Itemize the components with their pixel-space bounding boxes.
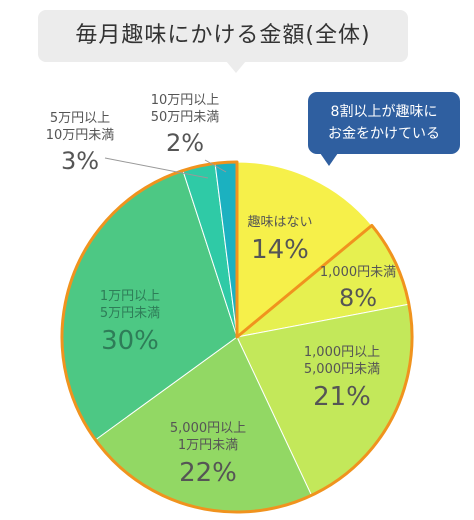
slice-label-2-line-1: 1,000円未満: [320, 265, 396, 280]
slice-label-3-line-1: 1,000円以上: [304, 345, 380, 360]
chart-title: 毎月趣味にかける金額(全体): [75, 23, 371, 48]
callout-bubble: 8割以上が趣味に お金をかけている: [308, 92, 460, 166]
highlight-outline: [60, 160, 414, 514]
slice-label-4-line-1: 5,000円以上: [170, 421, 246, 436]
slice-value-6: 3%: [61, 147, 99, 175]
slice-label-6-line-1: 5万円以上: [50, 111, 110, 126]
title-bubble: 毎月趣味にかける金額(全体): [38, 10, 408, 73]
slice-value-1: 14%: [251, 235, 309, 265]
slice-label-1-line-1: 趣味はない: [247, 215, 312, 230]
slice-label-7-line-2: 50万円未満: [151, 110, 220, 125]
slice-label-5-line-1: 1万円以上: [100, 289, 160, 304]
slice-value-4: 22%: [179, 458, 237, 488]
leader-line-1: [104, 157, 209, 179]
pie-slice-1: [236, 161, 373, 339]
slice-value-5: 30%: [101, 326, 159, 356]
slice-label-6-line-2: 10万円未満: [46, 128, 115, 143]
slice-label-3-line-2: 5,000円未満: [304, 362, 380, 377]
slice-value-2: 8%: [339, 284, 377, 312]
slice-label-7-line-1: 10万円以上: [151, 93, 220, 108]
pie-labels: 趣味はない 14% 1,000円未満 8% 1,000円以上 5,000円未満 21% 5,0…: [46, 93, 396, 488]
slice-label-4-line-2: 1万円未満: [178, 438, 238, 453]
slice-value-7: 2%: [166, 129, 204, 157]
callout-text: 8割以上が趣味に お金をかけている: [328, 104, 440, 142]
slice-label-5-line-2: 5万円未満: [100, 306, 160, 321]
slice-value-3: 21%: [313, 382, 371, 412]
highlight-outline-path: [60, 160, 414, 514]
leader-line-2: [204, 159, 227, 173]
